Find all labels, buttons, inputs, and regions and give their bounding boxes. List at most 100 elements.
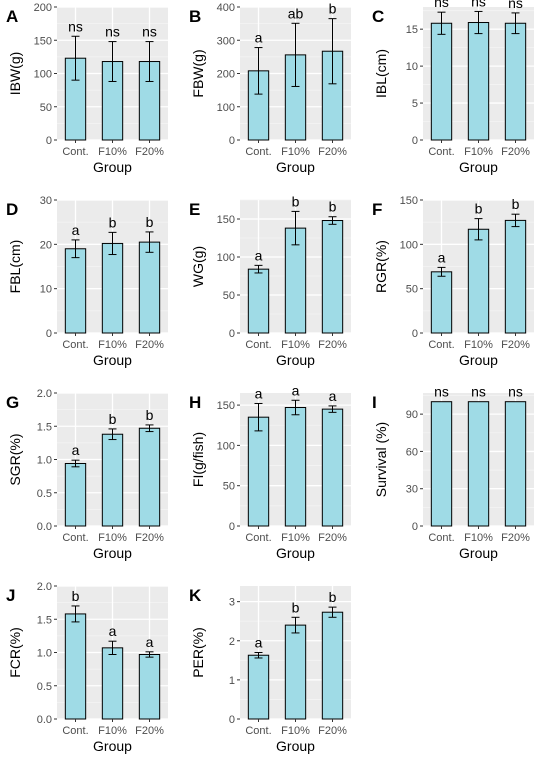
chart-panel-c: 0 5 10 15 ns Cont. ns F10% ns F20% Group IBL(cm) C	[366, 0, 549, 192]
chart-panel-d: 0 10 20 30 a Cont. b F10% b F20% Group FBL(cm) D	[0, 193, 183, 385]
significance-label: b	[72, 588, 80, 604]
y-tick-label: 0	[46, 135, 52, 147]
panel-letter: E	[189, 200, 200, 219]
significance-label: ns	[471, 0, 486, 9]
significance-label: b	[146, 407, 154, 423]
panel-letter: C	[372, 7, 384, 26]
y-tick-label: 3	[229, 597, 235, 609]
y-axis-title: Survival (%)	[373, 422, 389, 497]
chart-panel-i: 0 30 60 90 ns Cont. ns F10% ns F20% Group Survival …	[366, 384, 549, 578]
bar-g-1	[101, 433, 124, 527]
significance-label: a	[255, 30, 263, 46]
y-tick-label: 50	[40, 102, 52, 114]
y-tick-label: 2	[229, 636, 235, 648]
significance-label: ns	[508, 384, 523, 400]
y-tick-label: 50	[223, 290, 235, 302]
y-tick-label: 30	[406, 484, 418, 496]
x-tick-label: F20%	[135, 146, 164, 158]
y-tick-label: 150	[400, 195, 418, 207]
y-tick-label: 100	[34, 69, 52, 81]
x-tick-label: F20%	[135, 339, 164, 351]
chart-panel-g: 0.0 0.5 1.0 1.5 2.0 a Cont. b F10% b F20% Group SGR(…	[0, 386, 183, 578]
panel-letter: F	[372, 200, 382, 219]
y-axis-title: RGR(%)	[373, 240, 389, 293]
x-tick-label: F10%	[281, 339, 310, 351]
x-tick-label: F10%	[98, 532, 127, 544]
bar-i-0	[430, 401, 453, 527]
x-axis-title: Group	[276, 738, 315, 754]
panel-letter: K	[189, 586, 202, 605]
significance-label: ns	[434, 384, 449, 400]
x-tick-label: Cont.	[245, 725, 271, 737]
x-axis-title: Group	[276, 352, 315, 368]
x-axis-title: Group	[93, 545, 132, 561]
bar-i-2	[504, 401, 527, 527]
x-tick-label: F20%	[135, 725, 164, 737]
significance-label: a	[329, 388, 337, 404]
y-tick-label: 100	[217, 440, 235, 452]
x-tick-label: F20%	[135, 532, 164, 544]
panel-letter: D	[6, 200, 18, 219]
significance-label: b	[329, 1, 337, 17]
y-tick-label: 150	[217, 400, 235, 412]
y-tick-label: 150	[217, 214, 235, 226]
y-tick-label: 1.0	[37, 648, 52, 660]
x-axis-title: Group	[93, 159, 132, 175]
significance-label: a	[255, 385, 263, 401]
y-tick-label: 60	[406, 446, 418, 458]
x-tick-label: F20%	[318, 725, 347, 737]
y-tick-label: 10	[406, 61, 418, 73]
y-axis-title: FCR(%)	[7, 627, 23, 678]
bar-h-0	[247, 416, 270, 527]
y-axis-title: PER(%)	[190, 627, 206, 678]
bar-c-1	[467, 22, 490, 141]
y-tick-label: 0.0	[37, 521, 52, 533]
y-tick-label: 0	[46, 328, 52, 340]
x-axis-title: Group	[276, 545, 315, 561]
panel-letter: A	[6, 7, 18, 26]
significance-label: ns	[508, 0, 523, 11]
y-tick-label: 100	[217, 252, 235, 264]
significance-label: ns	[434, 0, 449, 10]
x-tick-label: Cont.	[428, 146, 454, 158]
y-axis-title: WG(g)	[190, 246, 206, 287]
chart-svg: 0 5 10 15 ns Cont. ns F10% ns F20%Group IBL(cm) C	[372, 0, 534, 175]
bar-d-2	[138, 241, 161, 334]
panel-letter: G	[6, 393, 19, 412]
chart-panel-j: 0.0 0.5 1.0 1.5 2.0 b Cont. a F10% a F20% Group FCR(…	[0, 579, 183, 771]
bar-f-1	[467, 228, 490, 334]
bar-d-1	[101, 242, 124, 334]
significance-label: b	[329, 199, 337, 215]
x-tick-label: F10%	[98, 725, 127, 737]
x-axis-title: Group	[93, 738, 132, 754]
y-axis-title: IBW(g)	[7, 52, 23, 96]
y-tick-label: 0	[229, 135, 235, 147]
bar-f-2	[504, 219, 527, 334]
y-tick-label: 20	[40, 239, 52, 251]
chart-svg: 0 50 100 150 a Cont. a F10% a F20%Group FI(g/fish)…	[189, 382, 351, 561]
y-tick-label: 0.5	[37, 488, 52, 500]
x-tick-label: Cont.	[245, 339, 271, 351]
chart-svg: 0 100 200 300 400 a Cont. ab F10% b F20%Group FBW(g…	[189, 1, 351, 175]
x-tick-label: Cont.	[245, 532, 271, 544]
chart-svg: 0.0 0.5 1.0 1.5 2.0 b Cont. a F10% a F20%Group FCR(…	[6, 581, 168, 754]
significance-label: a	[438, 249, 446, 265]
x-axis-title: Group	[276, 159, 315, 175]
x-tick-label: F20%	[318, 532, 347, 544]
panel-letter: H	[189, 393, 201, 412]
chart-panel-b: 0 100 200 300 400 a Cont. ab F10% b F20% Group FBW(g…	[183, 0, 366, 192]
x-tick-label: Cont.	[62, 146, 88, 158]
significance-label: a	[109, 623, 117, 639]
y-tick-label: 1.5	[37, 614, 52, 626]
y-tick-label: 50	[406, 284, 418, 296]
x-axis-title: Group	[459, 159, 498, 175]
y-tick-label: 150	[34, 35, 52, 47]
chart-panel-e: 0 50 100 150 a Cont. b F10% b F20% Group WG(g) E	[183, 193, 366, 385]
x-tick-label: Cont.	[428, 532, 454, 544]
y-tick-label: 200	[217, 69, 235, 81]
chart-svg: 0 50 100 150 200 ns Cont. ns F10% ns F20%Group IBW(…	[6, 2, 168, 175]
x-tick-label: F10%	[98, 146, 127, 158]
y-axis-title: SGR(%)	[7, 433, 23, 485]
x-tick-label: F20%	[501, 339, 530, 351]
